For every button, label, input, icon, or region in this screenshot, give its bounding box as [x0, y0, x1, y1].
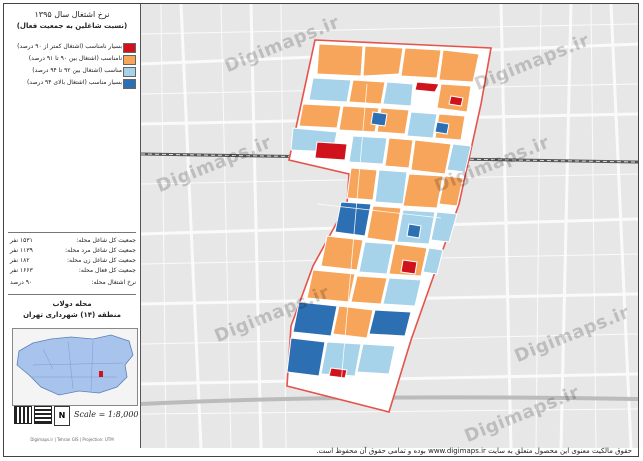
qr-code-icon	[34, 406, 52, 424]
credits: Digimaps.ir | Tehran GIS | Projection: U…	[30, 437, 114, 442]
stat-female-employed: جمعیت کل شاغل زن محله: ۱۸۲ نفر	[10, 257, 136, 264]
legend-swatch	[123, 79, 136, 89]
legend-item-very-poor: بسیار نامناسب (اشتغال کمتر از ۹۰ درصد)	[10, 42, 138, 53]
stat-total-employed: جمعیت کل شاغل محله: ۱۵۳۱ نفر	[10, 237, 136, 244]
stat-employment-rate: نرخ اشتغال محله: ۹۰ درصد	[10, 279, 136, 286]
north-arrow-icon: N	[54, 406, 70, 426]
qr-code-icon	[14, 406, 32, 424]
basemap	[141, 4, 638, 448]
legend-swatch	[123, 67, 136, 77]
map-sidebar: نرخ اشتغال سال ۱۳۹۵ (نسبت شاغلین به جمعی…	[4, 4, 141, 448]
divider	[8, 232, 136, 233]
locator-inset-map	[12, 328, 138, 406]
district-name: محله دولاب	[52, 300, 92, 308]
map-scale: Scale = 1:8,000	[74, 410, 139, 419]
map-subtitle: (نسبت شاغلین به جمعیت فعال)	[16, 22, 128, 30]
map-canvas[interactable]: Digimaps.ir Digimaps.ir Digimaps.ir Digi…	[141, 4, 638, 448]
divider	[8, 294, 136, 295]
legend-item-poor: نامناسب (اشتغال بین ۹۰ تا ۹۱ درصد)	[10, 54, 138, 65]
copyright-footer: حقوق مالکیت معنوی این محصول متعلق به سای…	[316, 447, 632, 455]
district-region: منطقه (۱۴) شهرداری تهران	[23, 311, 121, 319]
legend-item-good: مناسب (اشتغال بین ۹۲ تا ۹۴ درصد)	[10, 66, 138, 77]
stat-active-population: جمعیت کل فعال محله: ۱۶۶۳ نفر	[10, 267, 136, 274]
stat-male-employed: جمعیت کل شاغل مرد محله: ۱۱۳۹ نفر	[10, 247, 136, 254]
legend-swatch	[123, 55, 136, 65]
legend-swatch	[123, 43, 136, 53]
map-frame	[3, 3, 639, 457]
legend-item-very-good: بسیار مناسب (اشتغال بالای ۹۴ درصد)	[10, 78, 138, 89]
map-title: نرخ اشتغال سال ۱۳۹۵	[34, 10, 110, 19]
locator-marker	[99, 371, 103, 377]
map-street-grid	[316, 83, 442, 385]
tehran-outline	[16, 334, 134, 396]
